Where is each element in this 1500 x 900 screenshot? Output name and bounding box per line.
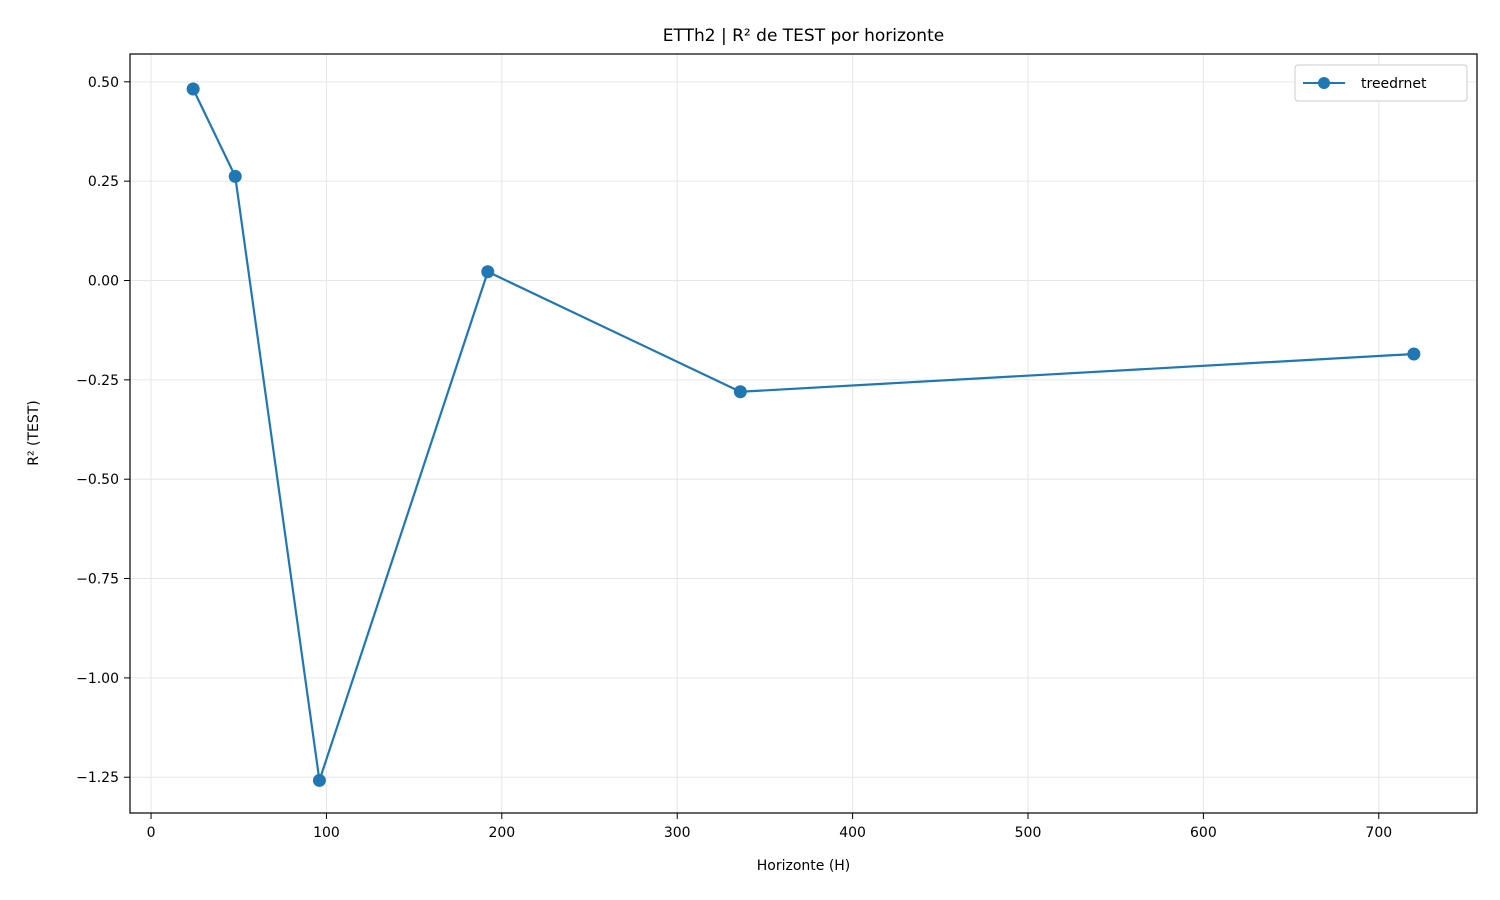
chart-title: ETTh2 | R² de TEST por horizonte (663, 26, 944, 46)
data-point (186, 82, 200, 96)
x-tick-label: 0 (147, 825, 156, 841)
x-tick-label: 500 (1015, 825, 1042, 841)
data-point (481, 265, 495, 279)
y-tick-label: −0.75 (76, 572, 119, 588)
y-tick-label: 0.00 (88, 274, 119, 290)
y-tick-label: −0.25 (76, 373, 119, 389)
y-tick-label: −1.00 (76, 671, 119, 687)
legend-dot-marker (1318, 77, 1330, 89)
data-point (312, 773, 326, 787)
y-axis: 0.50 0.25 0.00 −0.25 −0.50 −0.75 −1.00 −1.25 (76, 75, 130, 786)
data-point (228, 169, 242, 183)
series-layer (186, 82, 1421, 787)
plot-frame (129, 53, 1478, 814)
x-tick-label: 100 (313, 825, 340, 841)
x-tick-label: 700 (1365, 825, 1392, 841)
data-point (1407, 347, 1421, 361)
legend-box (1294, 64, 1468, 102)
legend-label: treedrnet (1361, 76, 1427, 92)
x-tick-label: 600 (1190, 825, 1217, 841)
grid (130, 54, 1477, 813)
x-axis: 0 100 200 300 400 500 600 700 (147, 813, 1392, 841)
y-tick-label: −1.25 (76, 770, 119, 786)
data-point (733, 385, 747, 399)
x-axis-label: Horizonte (H) (757, 858, 851, 874)
series-line (192, 88, 1414, 782)
x-tick-label: 400 (839, 825, 866, 841)
x-tick-label: 300 (664, 825, 691, 841)
legend: treedrnet (1294, 64, 1468, 102)
y-axis-label: R² (TEST) (26, 400, 42, 466)
x-tick-label: 200 (488, 825, 515, 841)
y-tick-label: −0.50 (76, 472, 119, 488)
y-tick-label: 0.50 (88, 75, 119, 91)
y-tick-label: 0.25 (88, 174, 119, 190)
